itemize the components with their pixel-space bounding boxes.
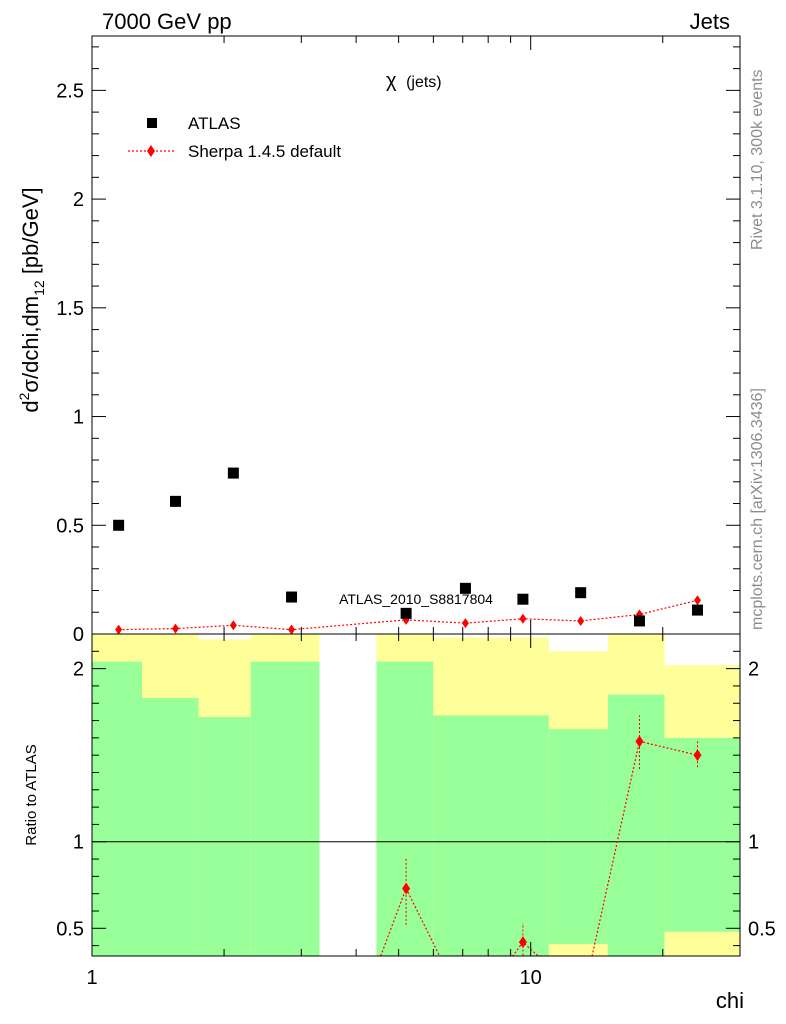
ratio-band-inner <box>490 715 549 956</box>
atlas-point <box>691 604 703 616</box>
y-tick-label: 0 <box>73 624 84 646</box>
sherpa-point <box>577 615 585 626</box>
ratio-sherpa-point <box>693 749 702 762</box>
ratio-y-tick-label: 2 <box>73 659 84 681</box>
y-axis-label: d2σ/dchi,dm12 [pb/GeV] <box>16 187 47 412</box>
ratio-band-inner <box>664 737 740 932</box>
atlas-point <box>517 593 529 605</box>
ratio-band-inner <box>250 661 320 956</box>
main-plot-panel: 00.511.522.5 χ (jets) d2σ/dchi,dm12 [pb/… <box>16 35 741 646</box>
legend: ATLAS Sherpa 1.4.5 default <box>128 114 341 161</box>
ratio-sherpa-point <box>635 735 644 748</box>
plot-title: χ (jets) <box>386 70 442 92</box>
ratio-sherpa-point <box>518 936 527 949</box>
atlas-point <box>575 587 587 599</box>
y-tick-label: 0.5 <box>56 515 84 537</box>
sherpa-point <box>519 613 527 624</box>
ratio-y-tick-label-right: 2 <box>748 659 759 681</box>
header-energy-label: 7000 GeV pp <box>102 9 232 34</box>
plot-title-symbol: χ <box>386 70 397 92</box>
ratio-y-tick-label: 1 <box>73 832 84 854</box>
mcplots-label: mcplots.cern.ch [arXiv:1306.3436] <box>749 388 766 630</box>
header-process-label: Jets <box>690 9 730 34</box>
y-axis-label-sup: 2 <box>16 392 32 400</box>
ratio-plot-panel: 0.5 0.5 1 1 2 2 1 10 Ratio to ATLAS chi <box>23 633 776 1013</box>
atlas-point <box>633 615 645 627</box>
legend-sherpa-marker <box>147 145 155 157</box>
y-axis-label-part-a: d <box>18 400 43 412</box>
ratio-y-tick-label: 0.5 <box>56 918 84 940</box>
x-tick-label: 1 <box>86 967 97 989</box>
sherpa-point <box>171 623 179 634</box>
sherpa-point <box>288 624 296 634</box>
ratio-y-tick-label-right: 1 <box>748 832 759 854</box>
x-axis-label: chi <box>716 988 744 1013</box>
ratio-band-inner <box>548 729 608 944</box>
ratio-band-inner <box>141 698 199 956</box>
ratio-band-inner <box>92 661 142 956</box>
sherpa-point <box>693 595 701 606</box>
x-tick-label: 10 <box>520 967 542 989</box>
analysis-watermark: ATLAS_2010_S8817804 <box>339 591 493 607</box>
atlas-point <box>400 607 412 619</box>
ratio-plot-frame <box>91 633 741 957</box>
ratio-band-inner <box>376 661 434 956</box>
y-tick-label: 1 <box>73 407 84 429</box>
atlas-point <box>113 519 125 531</box>
sherpa-point <box>461 618 469 629</box>
atlas-point <box>459 582 471 594</box>
ratio-band-inner <box>433 715 491 956</box>
atlas-point <box>286 591 298 603</box>
ratio-band-inner <box>198 717 251 956</box>
sherpa-line <box>118 599 698 631</box>
sherpa-point <box>115 624 123 634</box>
y-tick-label: 2 <box>73 189 84 211</box>
legend-sherpa-label: Sherpa 1.4.5 default <box>188 142 341 161</box>
y-axis-label-part-b: σ/dchi,dm <box>18 296 43 393</box>
y-tick-label: 2.5 <box>56 80 84 102</box>
ratio-sherpa-point <box>402 882 411 895</box>
atlas-point <box>227 467 239 479</box>
legend-atlas-marker <box>147 118 157 128</box>
ratio-y-tick-label-right: 0.5 <box>748 918 776 940</box>
y-axis-label-sub: 12 <box>31 280 47 296</box>
legend-atlas-label: ATLAS <box>188 114 241 133</box>
plot-title-suffix: (jets) <box>406 74 442 91</box>
rivet-version-label: Rivet 3.1.10, 300k events <box>749 69 766 250</box>
ratio-y-axis-label: Ratio to ATLAS <box>23 744 40 845</box>
svg-text:χ (jets): χ (jets) <box>386 70 442 92</box>
atlas-point <box>169 495 181 507</box>
sherpa-point <box>229 620 237 631</box>
ratio-band-inner <box>607 694 665 956</box>
y-axis-label-part-c: [pb/GeV] <box>18 187 43 280</box>
y-tick-label: 1.5 <box>56 298 84 320</box>
